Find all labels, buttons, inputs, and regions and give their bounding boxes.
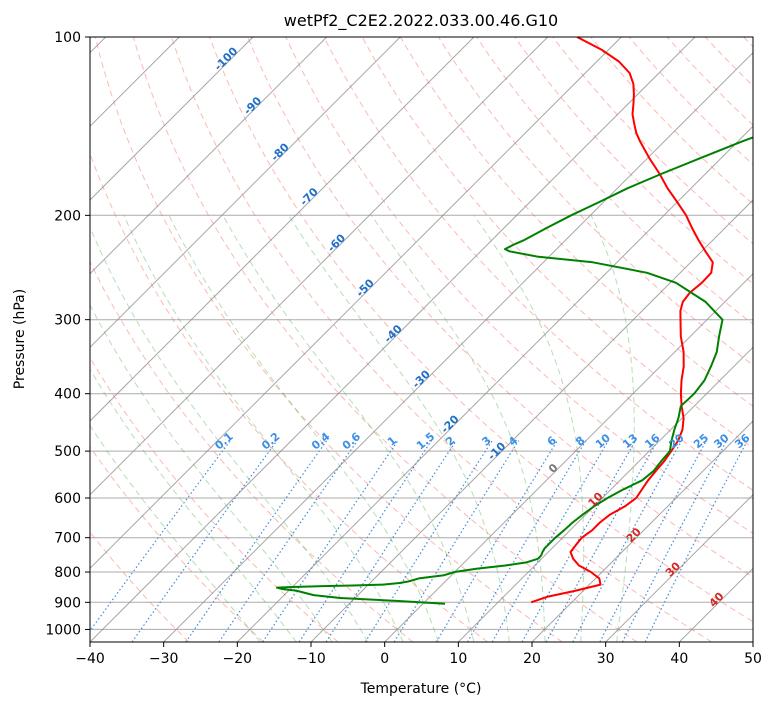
mixing-ratio-line	[325, 440, 457, 642]
moist-adiabat	[90, 424, 261, 642]
isotherm-line	[531, 420, 753, 642]
isotherm-line	[90, 37, 328, 275]
mixing-ratio-line	[90, 440, 231, 632]
y-axis: 100 200 300 400 500 600 700 800 900 1000	[45, 30, 90, 638]
mixing-ratio-line	[644, 440, 748, 642]
mixing-ratio-line	[491, 440, 609, 642]
x-tick-label: −30	[149, 651, 179, 667]
y-tick-label: 600	[54, 491, 81, 507]
mixing-ratio-line	[521, 440, 637, 642]
dry-adiabat	[399, 37, 753, 407]
moist-adiabat	[123, 215, 404, 642]
y-tick-label: 500	[54, 444, 81, 460]
chart-title: wetPf2_C2E2.2022.033.00.46.G10	[284, 11, 558, 31]
dry-adiabat	[514, 37, 753, 285]
dry-adiabat	[132, 37, 638, 642]
isotherm-line	[90, 37, 254, 201]
y-tick-label: 200	[54, 208, 81, 224]
isotherm-line	[457, 346, 753, 642]
x-axis: −40 −30 −20 −10 0 10 20 30 40 50	[75, 642, 762, 667]
y-tick-label: 100	[54, 30, 81, 46]
isotherm-line	[90, 37, 475, 422]
mixing-ratio-line	[572, 440, 683, 642]
plot-frame	[89, 36, 754, 643]
dry-adiabat	[94, 37, 563, 642]
isotherm-line	[90, 37, 401, 349]
isotherm-line	[752, 641, 753, 642]
y-axis-label: Pressure (hPa)	[12, 289, 28, 389]
moist-adiabat	[288, 215, 510, 642]
isotherm-line	[384, 272, 753, 642]
moist-adiabat	[90, 303, 333, 642]
mixing-ratio-line	[131, 440, 278, 642]
x-tick-label: 30	[597, 651, 615, 667]
mixing-ratio-line	[364, 440, 493, 642]
mixing-ratio-line	[298, 440, 432, 642]
moist-adiabat	[370, 215, 546, 642]
dry-adiabat	[209, 37, 753, 623]
isotherm-line	[605, 493, 753, 642]
plot-background	[90, 37, 753, 642]
mixing-ratio-line	[435, 440, 558, 642]
isotherm-line	[310, 199, 753, 642]
dry-adiabat	[90, 260, 414, 642]
x-tick-label: 40	[670, 651, 688, 667]
x-tick-label: 20	[523, 651, 541, 667]
y-tick-label: 300	[54, 313, 81, 329]
mixing-ratio-line	[185, 440, 328, 642]
x-tick-label: −10	[296, 651, 326, 667]
y-tick-label: 700	[54, 531, 81, 547]
profile-line	[530, 37, 714, 604]
dry-adiabat	[90, 446, 264, 642]
isotherm-line	[236, 125, 753, 642]
profile-lines	[276, 37, 753, 605]
y-tick-label: 800	[54, 565, 81, 581]
isotherm-line	[163, 51, 753, 642]
moist-adiabat	[90, 368, 297, 642]
x-tick-label: −40	[75, 651, 105, 667]
y-tick-label: 400	[54, 387, 81, 403]
profile-line	[276, 136, 753, 605]
moist-adiabat	[90, 226, 369, 642]
moist-adiabat	[590, 215, 635, 642]
dry-adiabat	[628, 37, 753, 166]
mixing-ratio-line	[262, 440, 399, 642]
y-tick-label: 1000	[45, 622, 81, 638]
isotherm-line	[90, 37, 549, 496]
moist-adiabat	[473, 215, 585, 642]
isotherm-line	[90, 37, 696, 642]
moist-adiabat	[222, 215, 475, 642]
isotherm-line	[90, 37, 622, 570]
x-tick-label: −20	[223, 651, 253, 667]
x-axis-label: Temperature (°C)	[360, 681, 482, 697]
x-tick-label: 10	[449, 651, 467, 667]
x-tick-label: 50	[744, 651, 762, 667]
dry-adiabat	[247, 37, 753, 578]
dry-adiabat	[476, 37, 753, 325]
mixing-ratio-line	[466, 440, 587, 642]
y-tick-label: 900	[54, 595, 81, 611]
dry-adiabat	[323, 37, 753, 491]
mixing-ratio-line	[545, 440, 659, 642]
x-tick-label: 0	[380, 651, 389, 667]
